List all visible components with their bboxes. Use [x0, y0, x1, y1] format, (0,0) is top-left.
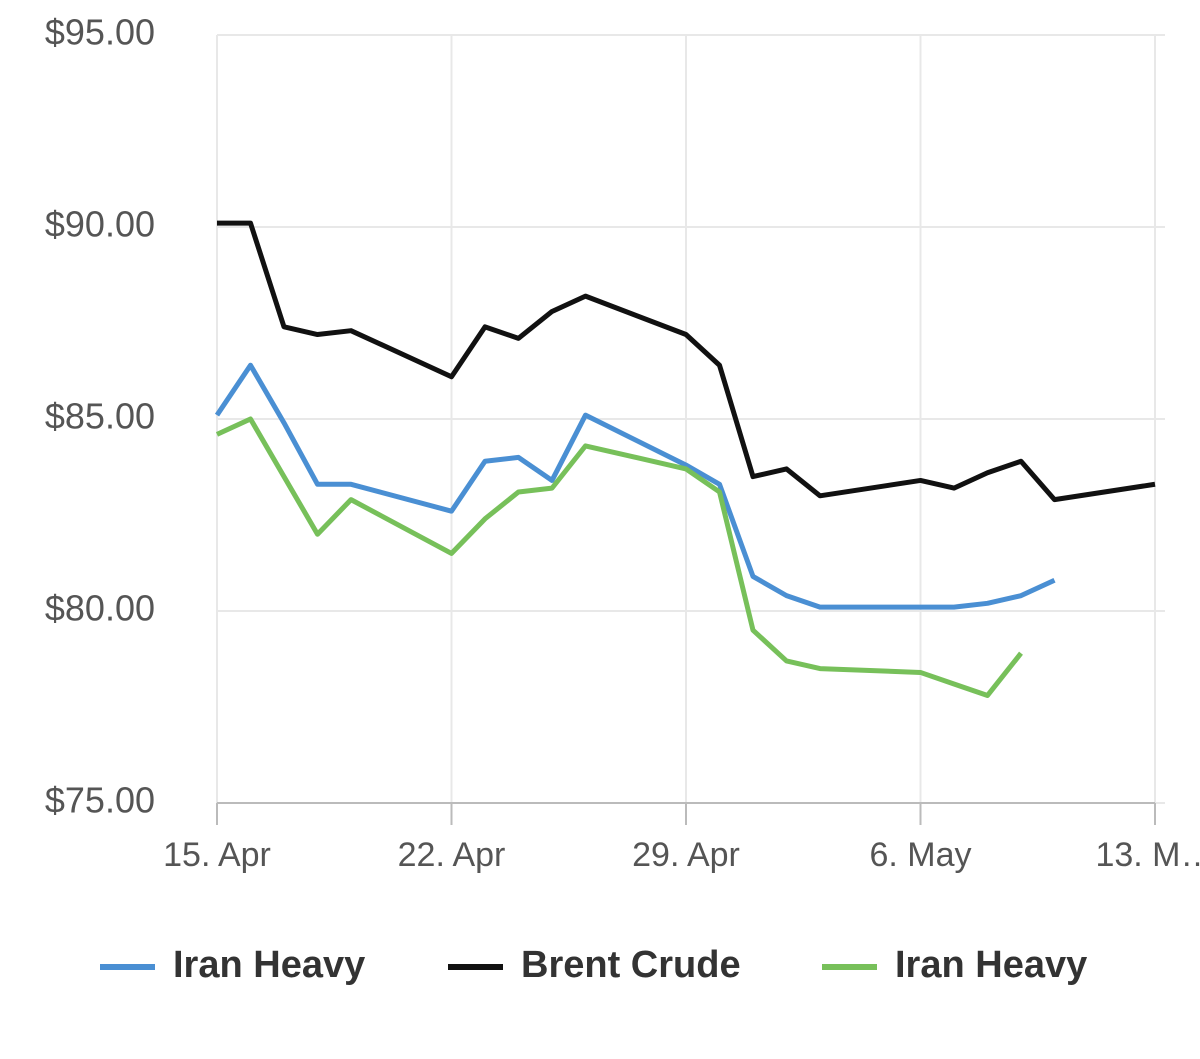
x-tick-label: 15. Apr: [163, 836, 271, 874]
series-line: [215, 416, 1023, 698]
series-line: [217, 220, 1156, 503]
legend-label: Iran Heavy: [173, 944, 365, 986]
legend-label: Iran Heavy: [895, 944, 1087, 986]
x-tick-label: 6. May: [869, 836, 971, 874]
series-line: [214, 362, 1056, 610]
y-tick-label: $95.00: [45, 12, 155, 53]
y-tick-label: $90.00: [45, 204, 155, 245]
legend-label: Brent Crude: [521, 944, 741, 986]
y-tick-label: $75.00: [45, 780, 155, 821]
x-tick-label: 13. M…: [1095, 836, 1200, 874]
x-tick-label: 22. Apr: [398, 836, 506, 874]
y-tick-label: $80.00: [45, 588, 155, 629]
x-tick-label: 29. Apr: [632, 836, 740, 874]
y-tick-label: $85.00: [45, 396, 155, 437]
